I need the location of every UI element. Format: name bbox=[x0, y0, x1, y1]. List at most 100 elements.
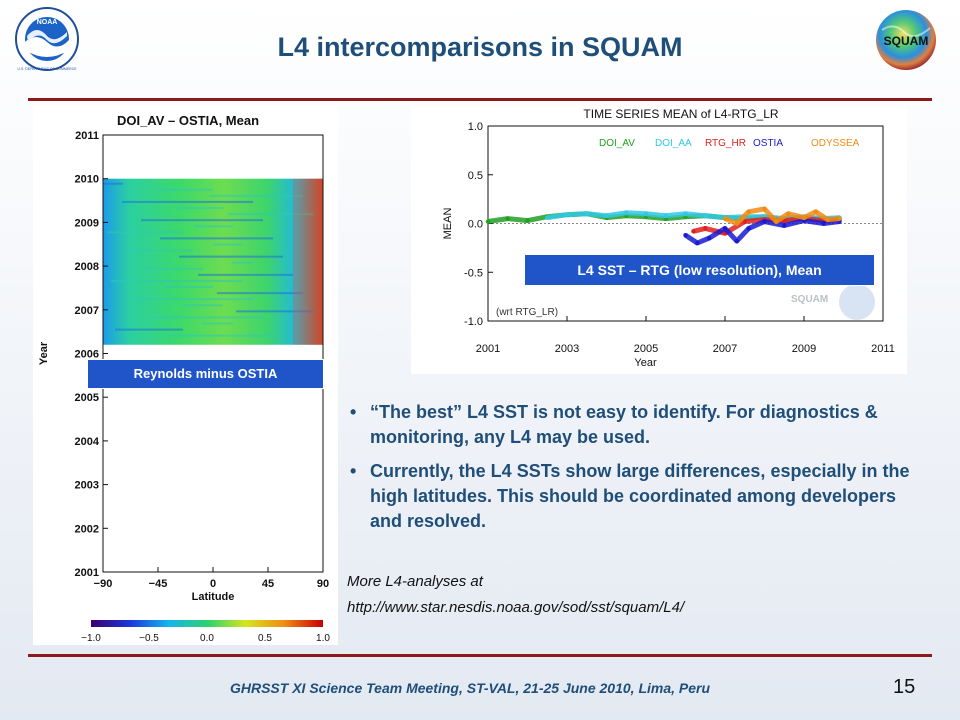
heatmap-streak bbox=[115, 328, 183, 331]
heatmap-ytick-label: 2009 bbox=[75, 217, 99, 229]
heatmap-ytick-label: 2003 bbox=[75, 480, 99, 492]
series-point-doi_aa bbox=[584, 211, 589, 216]
legend-entry-rtg_hr: RTG_HR bbox=[705, 138, 746, 149]
timeseries-xlabel: Year bbox=[634, 357, 657, 369]
watermark-label: SQUAM bbox=[791, 294, 828, 305]
heatmap-xtick-label: −45 bbox=[149, 578, 168, 590]
series-point-odyssea bbox=[786, 211, 791, 216]
heatmap-title: DOI_AV – OSTIA, Mean bbox=[117, 113, 259, 128]
bullet-text: “The best” L4 SST is not easy to identif… bbox=[370, 402, 878, 447]
series-point-odyssea bbox=[837, 216, 842, 221]
timeseries-xtick-label: 2005 bbox=[634, 343, 658, 355]
series-point-rtg_hr bbox=[703, 226, 708, 231]
heatmap-streak bbox=[179, 255, 283, 258]
bullet-dot: • bbox=[350, 461, 357, 481]
heatmap-xlabel: Latitude bbox=[192, 591, 235, 603]
series-point-odyssea bbox=[813, 209, 819, 214]
heatmap-ytick-label: 2004 bbox=[75, 436, 100, 448]
series-point-doi_aa bbox=[624, 210, 629, 215]
heatmap-ytick-label: 2008 bbox=[75, 261, 99, 273]
bullet-dot: • bbox=[350, 402, 357, 422]
heatmap-streak bbox=[194, 225, 233, 228]
heatmap-xtick-label: 0 bbox=[210, 578, 216, 590]
timeseries-annotation: (wrt RTG_LR) bbox=[496, 307, 558, 318]
heatmap-highlat-band bbox=[293, 178, 323, 345]
noaa-logo-ring: U.S. DEPARTMENT OF COMMERCE bbox=[17, 67, 77, 71]
header-rule bbox=[28, 98, 932, 101]
heatmap-streak bbox=[209, 194, 303, 197]
timeseries-title: TIME SERIES MEAN of L4-RTG_LR bbox=[583, 107, 778, 121]
heatmap-ytick-label: 2002 bbox=[75, 523, 99, 535]
heatmap-streak bbox=[145, 267, 203, 270]
heatmap-svg: DOI_AV – OSTIA, Mean 2011 2010 2009 2008 2007… bbox=[38, 113, 330, 644]
heatmap-ytick-label: 2005 bbox=[75, 392, 99, 404]
timeseries-chart: TIME SERIES MEAN of L4-RTG_LR SQUAM 1.0 0.5… bbox=[411, 106, 907, 374]
heatmap-ytick-label: 2006 bbox=[75, 349, 99, 361]
noaa-logo-text: NOAA bbox=[37, 19, 58, 26]
watermark-noaa-icon bbox=[839, 284, 875, 320]
heatmap-streak bbox=[164, 286, 213, 289]
series-point-ostia bbox=[695, 240, 700, 246]
series-point-odyssea bbox=[734, 221, 740, 226]
heatmap-streak bbox=[141, 219, 263, 222]
heatmap-streak bbox=[168, 334, 273, 337]
noaa-logo: NOAA U.S. DEPARTMENT OF COMMERCE bbox=[14, 6, 80, 72]
series-point-ostia bbox=[722, 226, 728, 231]
series-point-ostia bbox=[762, 219, 767, 224]
heatmap-streak bbox=[213, 243, 243, 246]
heatmap-ylabel: Year bbox=[38, 341, 50, 365]
series-point-doi_aa bbox=[643, 211, 649, 216]
timeseries-xtick-label: 2001 bbox=[476, 343, 500, 355]
legend-entry-doi_av: DOI_AV bbox=[599, 138, 635, 149]
page-number: 15 bbox=[893, 676, 916, 698]
series-point-doi_aa bbox=[604, 213, 609, 218]
heatmap-ytick-label: 2001 bbox=[75, 567, 99, 579]
series-point-rtg_hr bbox=[691, 229, 696, 234]
colorbar-tick-label: −1.0 bbox=[81, 633, 101, 644]
squam-logo-text: SQUAM bbox=[884, 34, 929, 48]
series-point-rtg_hr bbox=[742, 219, 747, 224]
legend-entry-odyssea: ODYSSEA bbox=[811, 138, 860, 149]
timeseries-ytick-label: -0.5 bbox=[464, 267, 483, 279]
heatmap-xtick-label: 45 bbox=[262, 578, 274, 590]
series-point-odyssea bbox=[746, 209, 751, 214]
timeseries-ytick-label: 1.0 bbox=[468, 121, 483, 133]
heatmap-streak bbox=[156, 188, 213, 191]
heatmap-ytick-label: 2010 bbox=[75, 174, 99, 186]
heatmap-streak bbox=[183, 304, 223, 307]
heatmap-streak bbox=[126, 249, 193, 252]
timeseries-ylabel: MEAN bbox=[442, 208, 454, 240]
more-url[interactable]: http://www.star.nesdis.noaa.gov/sod/sst/… bbox=[347, 599, 685, 616]
heatmap-caption: Reynolds minus OSTIA bbox=[87, 359, 324, 389]
series-point-odyssea bbox=[801, 215, 807, 220]
squam-logo: SQUAM bbox=[874, 8, 938, 72]
series-point-ostia bbox=[746, 226, 751, 231]
heatmap-ytick-label: 2011 bbox=[75, 130, 99, 142]
timeseries-xtick-label: 2011 bbox=[871, 343, 895, 355]
bullet-item: • Currently, the L4 SSTs show large diffe… bbox=[347, 459, 932, 534]
colorbar-bar bbox=[91, 620, 323, 627]
heatmap-field bbox=[103, 178, 323, 345]
timeseries-xtick-label: 2009 bbox=[792, 343, 816, 355]
heatmap-xtick-label: −90 bbox=[94, 578, 113, 590]
heatmap-streak bbox=[232, 261, 253, 264]
heatmap-streak bbox=[198, 273, 293, 276]
heatmap-streak bbox=[103, 182, 123, 185]
heatmap-streak bbox=[160, 237, 273, 240]
series-point-doi_av bbox=[485, 219, 491, 224]
series-point-odyssea bbox=[774, 219, 779, 224]
timeseries-ytick-label: 0.5 bbox=[468, 170, 483, 182]
series-point-ostia bbox=[683, 233, 688, 238]
heatmap-streak bbox=[217, 292, 303, 295]
timeseries-xtick-label: 2003 bbox=[555, 343, 579, 355]
series-point-doi_aa bbox=[683, 211, 688, 216]
more-analyses: More L4-analyses at http://www.star.nesd… bbox=[347, 569, 684, 621]
heatmap-xtick-label: 90 bbox=[317, 578, 329, 590]
timeseries-caption: L4 SST – RTG (low resolution), Mean bbox=[524, 254, 875, 286]
series-point-odyssea bbox=[762, 206, 767, 212]
heatmap-streak bbox=[111, 279, 243, 282]
timeseries-svg: TIME SERIES MEAN of L4-RTG_LR SQUAM 1.0 0.5… bbox=[442, 107, 895, 369]
timeseries-ytick-label: -1.0 bbox=[464, 316, 483, 328]
bullet-text: Currently, the L4 SSTs show large differ… bbox=[370, 461, 910, 531]
colorbar-tick-label: 1.0 bbox=[316, 633, 330, 644]
